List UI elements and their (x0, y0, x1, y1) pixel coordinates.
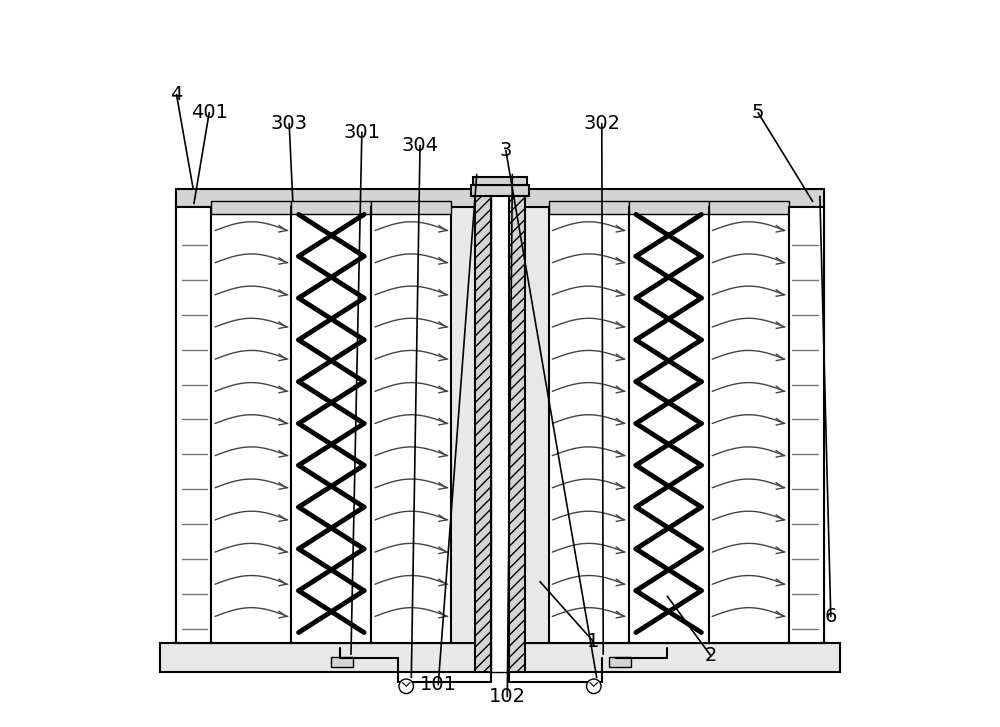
Bar (609, 657, 631, 667)
Text: 3: 3 (500, 141, 512, 160)
Bar (176, 207, 211, 643)
Text: 102: 102 (489, 687, 526, 706)
Bar (709, 207, 789, 643)
Bar (291, 201, 371, 214)
Bar (473, 177, 527, 185)
Bar (211, 201, 291, 214)
Text: 301: 301 (343, 123, 380, 142)
Bar (371, 201, 451, 214)
Text: 5: 5 (752, 103, 764, 122)
Text: 303: 303 (271, 114, 308, 133)
Circle shape (587, 679, 601, 694)
Bar (709, 201, 789, 214)
Bar (491, 193, 509, 672)
Bar (549, 207, 629, 643)
Bar (509, 193, 525, 672)
Bar (475, 193, 491, 672)
Text: 4: 4 (170, 85, 183, 104)
Bar (789, 207, 824, 643)
Bar (471, 185, 529, 196)
Bar (331, 657, 353, 667)
Text: 302: 302 (583, 114, 620, 133)
Bar (549, 201, 629, 214)
Bar (629, 207, 709, 643)
Bar (291, 207, 371, 643)
Bar (629, 201, 709, 214)
Text: 101: 101 (420, 675, 457, 694)
Bar (160, 643, 840, 672)
Text: 304: 304 (402, 136, 439, 155)
Bar (176, 189, 824, 207)
Bar (211, 207, 291, 643)
Bar (176, 196, 824, 643)
Text: 6: 6 (825, 607, 837, 626)
Circle shape (399, 679, 413, 694)
Text: 2: 2 (705, 646, 717, 665)
Text: 401: 401 (191, 103, 228, 122)
Text: 1: 1 (587, 632, 599, 651)
Bar (371, 207, 451, 643)
